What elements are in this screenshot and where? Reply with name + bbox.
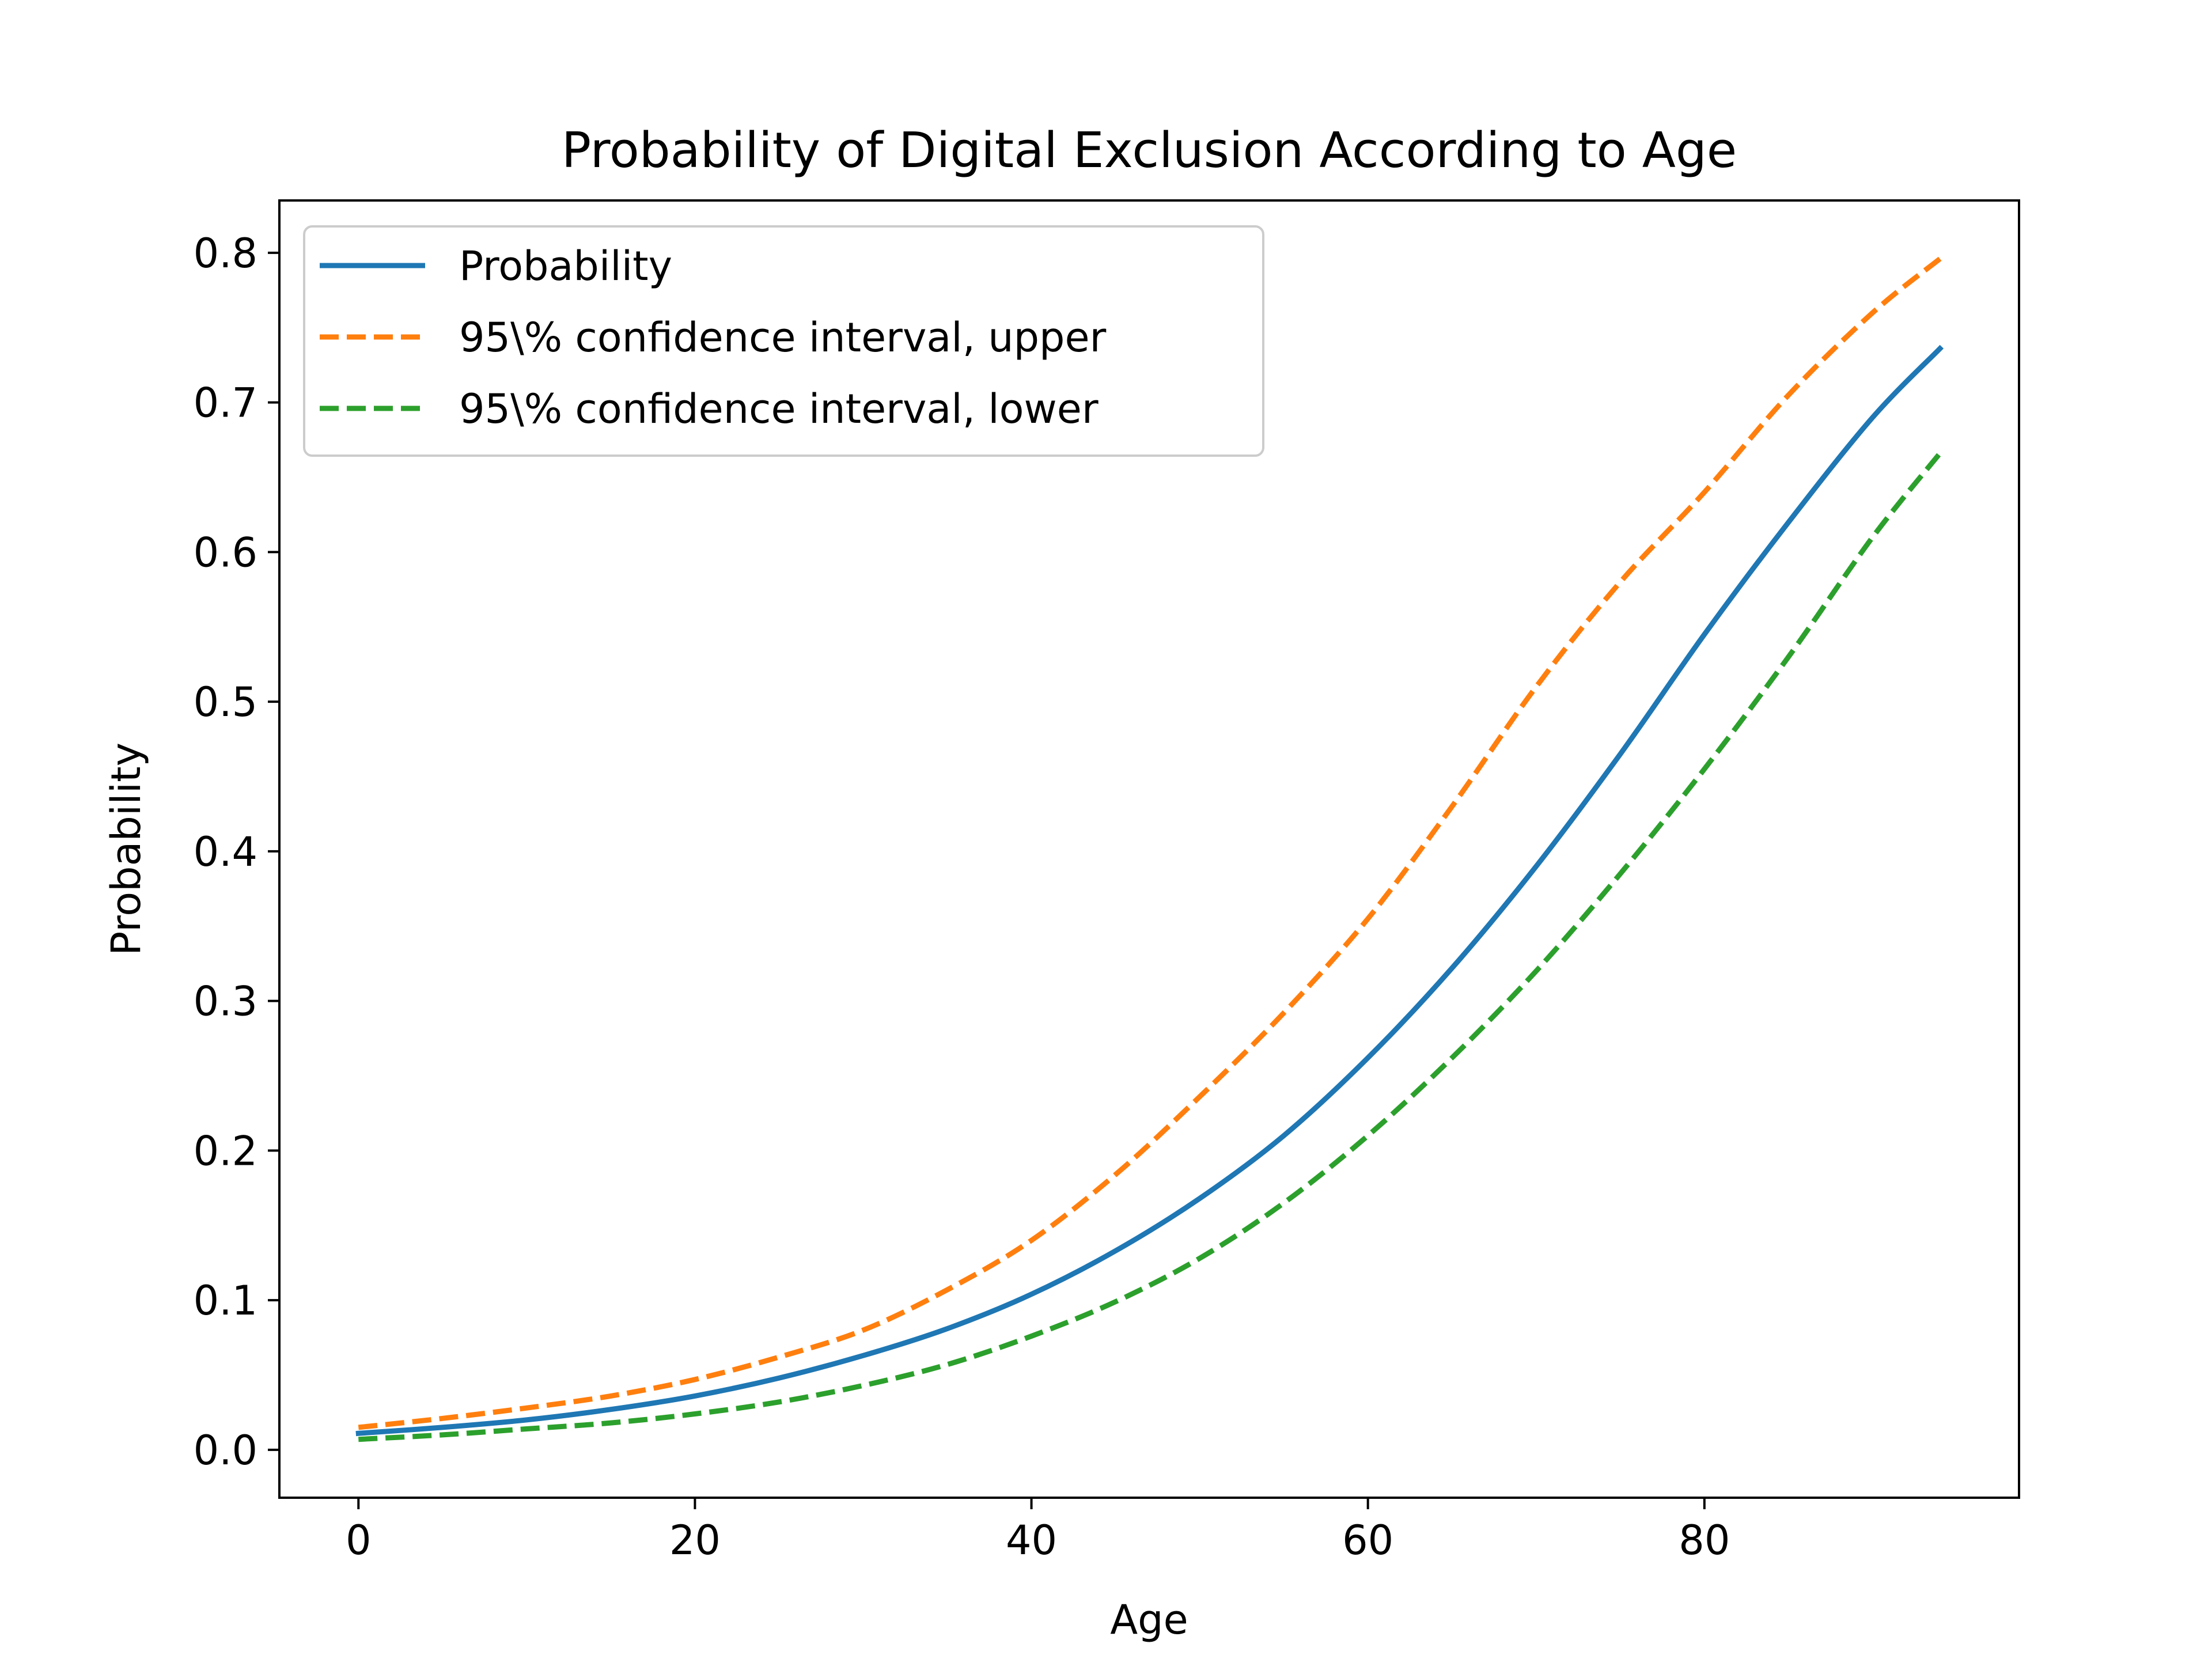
series-line-3 [358,452,1942,1442]
y-axis: 0.0 0.1 0.2 0.3 0.4 0.5 0.6 0.7 0.8 [194,230,279,1474]
y-tick-label: 0.3 [194,978,257,1025]
y-tick-label: 0.5 [194,679,257,726]
x-tick-label: 60 [1342,1517,1393,1564]
legend: Probability 95\% confidence interval, upp… [303,225,1264,457]
plot-frame [278,199,2020,1499]
x-axis-label: Age [1110,1596,1188,1643]
y-tick-label: 0.8 [194,230,257,277]
legend-label-3: 95\% confidence interval, lower [459,385,1099,433]
legend-frame [303,225,1264,457]
y-tick-label: 0.1 [194,1277,257,1324]
y-axis-label: Probability [103,743,150,956]
legend-label-1: Probability [459,243,672,290]
series-line-1 [355,344,1944,1437]
y-tick-label: 0.4 [194,828,257,876]
x-tick-label: 0 [346,1517,372,1564]
y-tick-label: 0.2 [194,1127,257,1175]
y-tick-label: 0.0 [194,1427,257,1474]
x-axis: 0 20 40 60 80 [346,1498,1730,1564]
plot-lines [355,256,1944,1442]
y-tick-label: 0.7 [194,380,257,427]
series-line-2 [358,256,1942,1430]
legend-label-2: 95\% confidence interval, upper [459,314,1107,361]
x-tick-label: 20 [669,1517,721,1564]
chart-title: Probability of Digital Exclusion Accordi… [562,122,1737,179]
x-tick-label: 40 [1006,1517,1057,1564]
x-tick-label: 80 [1679,1517,1730,1564]
y-tick-label: 0.6 [194,529,257,576]
